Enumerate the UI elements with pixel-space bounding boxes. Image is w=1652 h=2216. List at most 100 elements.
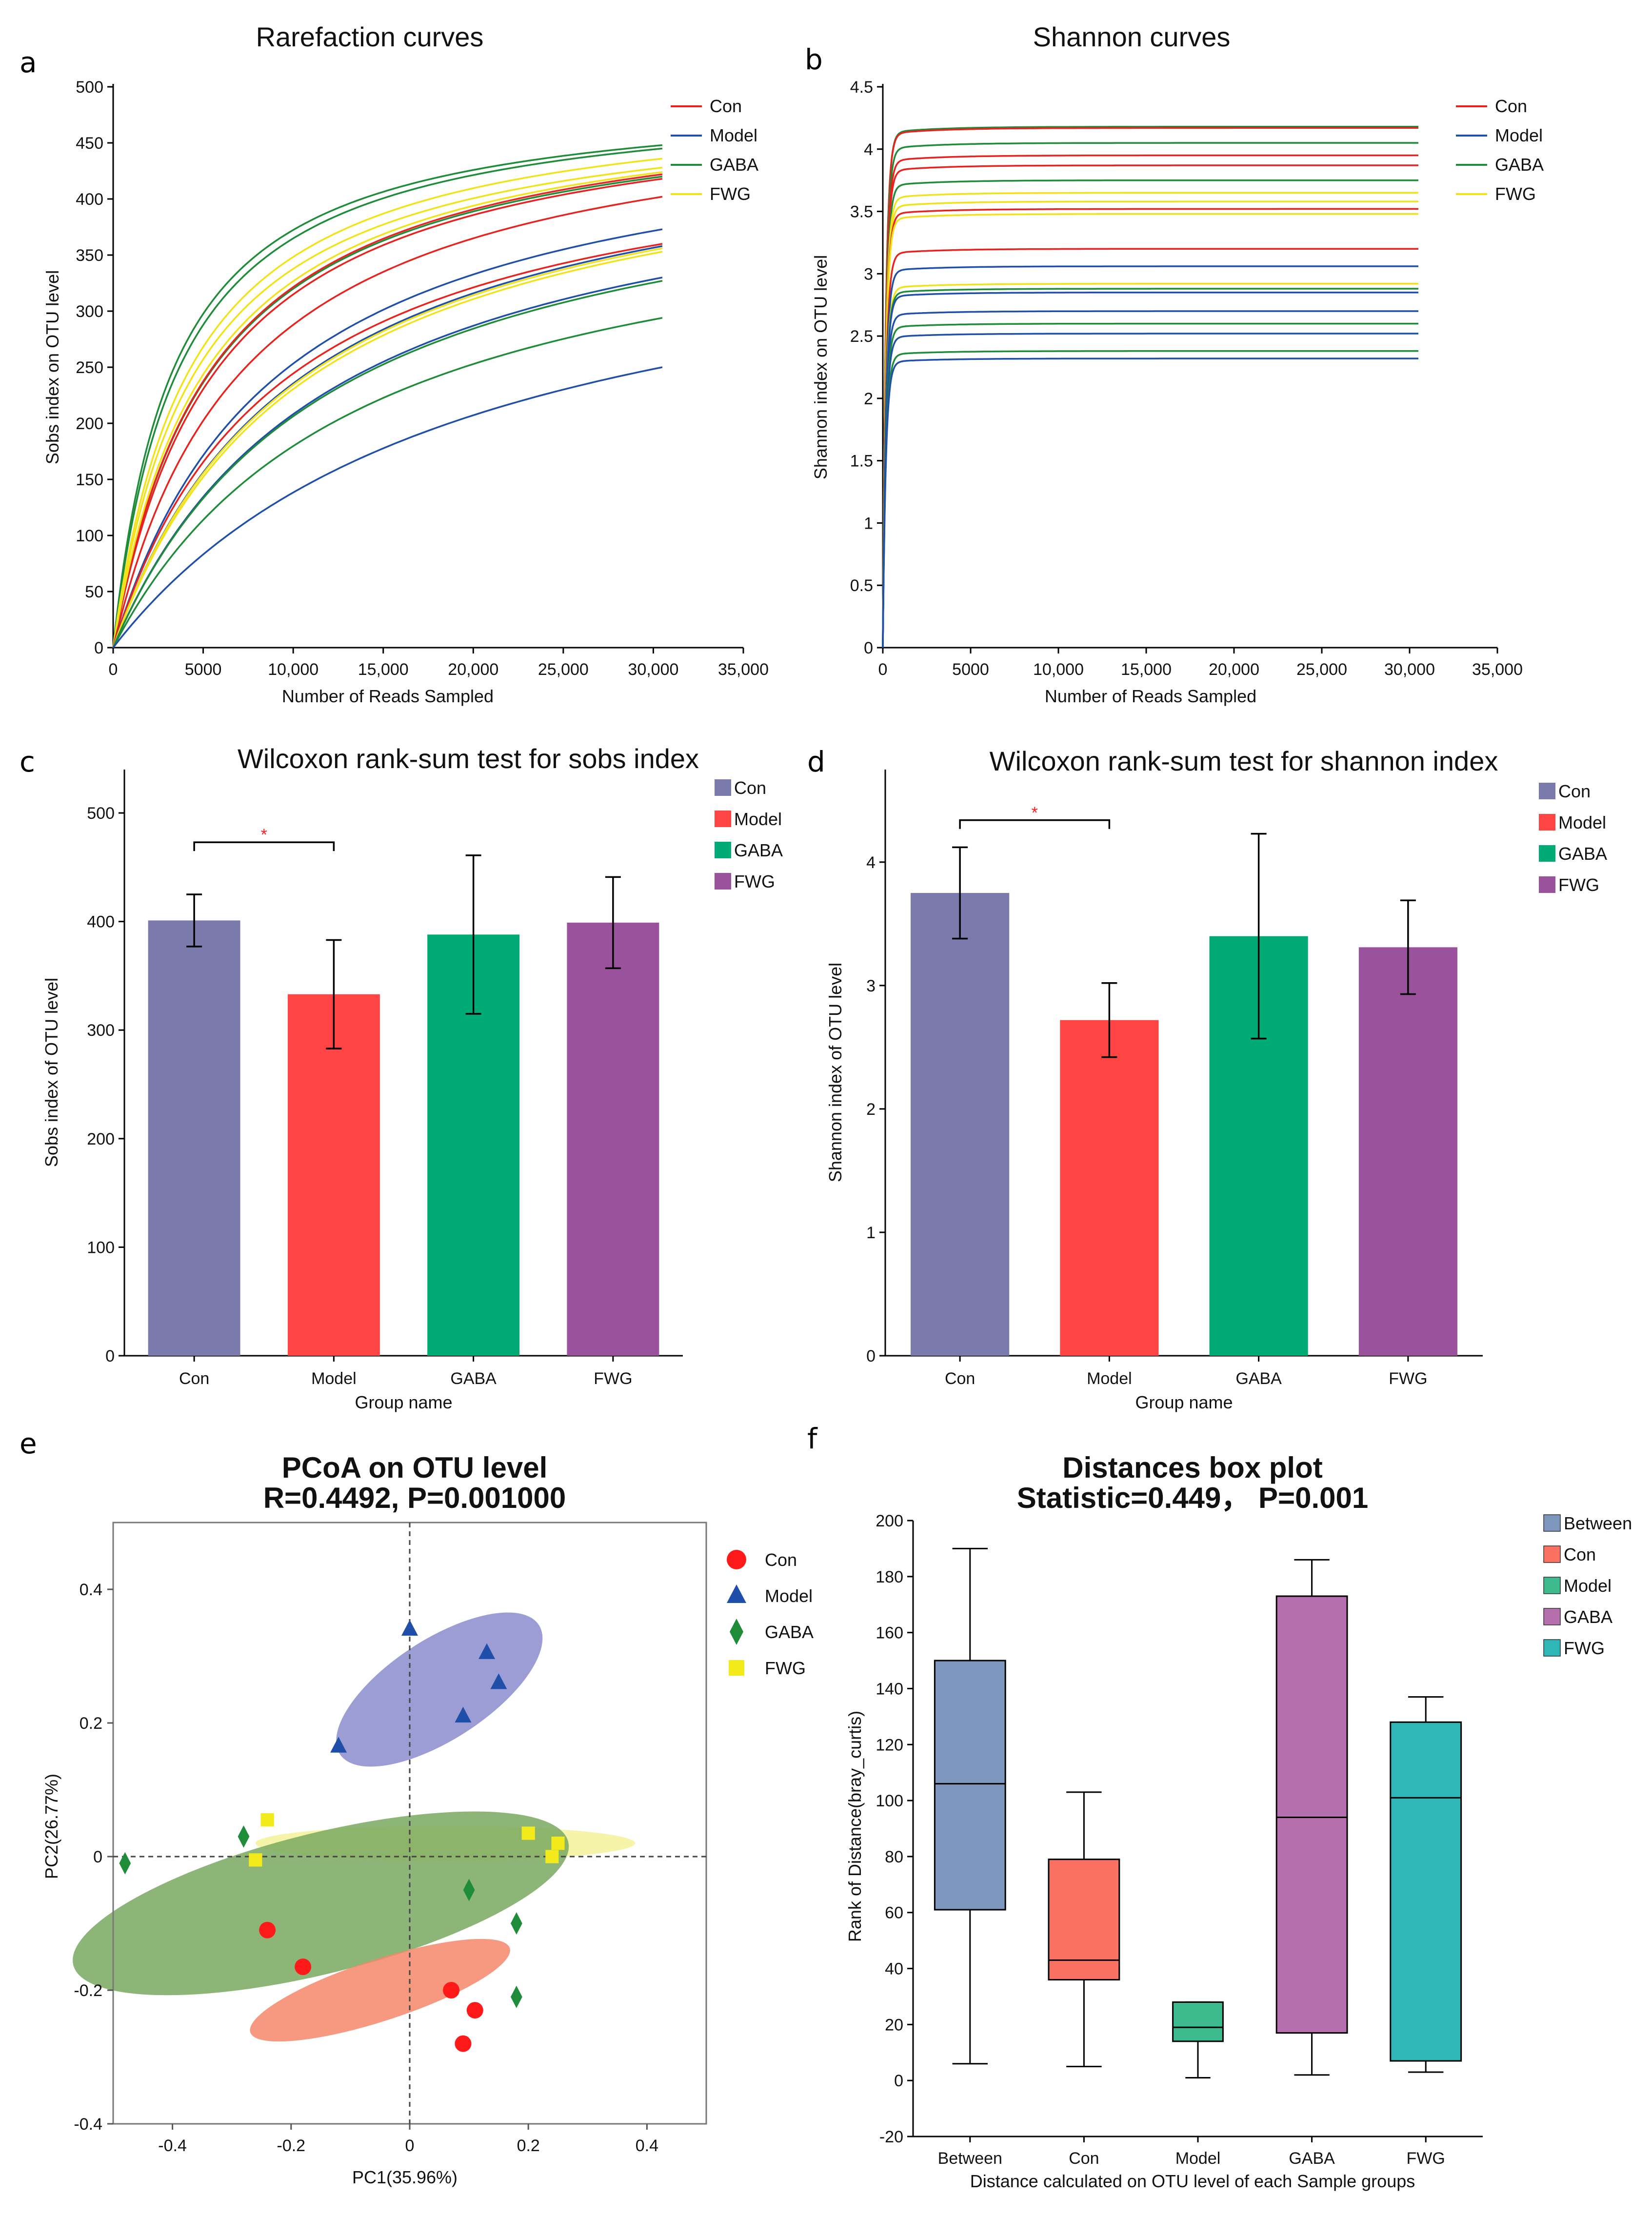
legend-label-fwg: FWG [1495, 184, 1536, 204]
y-tick-label: 1 [866, 1224, 876, 1242]
point-con [466, 2002, 483, 2019]
x-tick-label-model: Model [1087, 1369, 1132, 1388]
y-tick-label: 300 [87, 1021, 115, 1040]
x-tick-label-gaba: GABA [1289, 2149, 1335, 2168]
shannon-curve-fwg [882, 192, 1418, 648]
x-tick-label-model: Model [311, 1369, 357, 1388]
point-model [401, 1620, 418, 1636]
shannon-curve-gaba [882, 142, 1418, 648]
legend-swatch-gaba [1539, 845, 1555, 862]
panel-label-c: c [20, 745, 35, 778]
rarefaction-curve-con [112, 173, 663, 648]
legend-swatch-fwg [1539, 876, 1555, 893]
y-tick-label: 150 [76, 471, 103, 489]
legend-label-model: Model [1558, 812, 1606, 832]
y-tick-label: 80 [885, 1848, 903, 1866]
x-tick-label: 25,000 [538, 660, 589, 679]
y-tick-label: 40 [885, 1960, 903, 1979]
y-tick-label: 0 [105, 1347, 115, 1365]
significance-marker: * [261, 826, 267, 844]
legend-swatch-con [1543, 1545, 1561, 1563]
rarefaction-curve-model [112, 366, 663, 649]
x-tick-label: -0.4 [158, 2137, 187, 2155]
chart-title: Wilcoxon rank-sum test for sobs index [238, 743, 699, 774]
y-axis-label: Sobs index on OTU level [42, 270, 62, 464]
x-tick-label-con: Con [179, 1369, 209, 1388]
panel-label-b: b [805, 43, 823, 76]
shannon-curve-con [882, 208, 1418, 648]
panel-a-rarefaction-curves: Rarefaction curves 0 50 100 150 200 250 300 350 4… [42, 21, 769, 706]
y-tick-label: 3 [866, 977, 876, 995]
x-tick-label: 0 [405, 2137, 415, 2155]
panel-label-f: f [807, 1422, 818, 1455]
y-tick-label: 180 [876, 1568, 903, 1586]
legend-swatch-gaba [715, 842, 731, 858]
point-fwg [545, 1850, 559, 1863]
x-tick-label-fwg: FWG [594, 1369, 632, 1388]
y-axis-label: Rank of Distance(bray_curtis) [845, 1711, 865, 1942]
box-model [1172, 2001, 1224, 2042]
bar-model [287, 994, 380, 1356]
y-tick-label: 0 [894, 2072, 903, 2090]
x-axis-label: Number of Reads Sampled [1045, 686, 1256, 706]
legend-marker-con [727, 1550, 746, 1569]
y-axis-label: PC2(26.77%) [41, 1774, 61, 1879]
y-tick-label: 2 [864, 390, 873, 408]
x-tick-label: 0.2 [517, 2137, 540, 2155]
bar-model [1060, 1020, 1159, 1356]
rarefaction-curve-gaba [112, 176, 663, 648]
shannon-curve-fwg [882, 213, 1418, 648]
legend-swatch-fwg [1543, 1639, 1561, 1657]
point-model [455, 1706, 472, 1723]
legend-label-gaba: GABA [710, 155, 758, 175]
chart-title: Wilcoxon rank-sum test for shannon index [990, 746, 1498, 776]
panel-label-a: a [20, 46, 37, 79]
rarefaction-curve-gaba [112, 147, 663, 648]
y-tick-label: 200 [76, 415, 103, 433]
box-between [934, 1660, 1006, 1911]
legend-label-fwg: FWG [710, 184, 751, 204]
x-tick-label-between: Between [938, 2149, 1002, 2168]
panel-label-e: e [20, 1427, 37, 1460]
shannon-curve-gaba [882, 288, 1418, 648]
legend-label-con: Con [1564, 1544, 1596, 1564]
panel-d-shannon-bar-chart: Wilcoxon rank-sum test for shannon index… [825, 746, 1607, 1412]
rarefaction-curve-con [112, 178, 663, 648]
x-axis-label: Group name [355, 1392, 452, 1412]
x-tick-label: 25,000 [1296, 660, 1347, 679]
y-tick-label: 160 [876, 1624, 903, 1642]
legend-label-gaba: GABA [1495, 155, 1544, 175]
x-tick-label-gaba: GABA [450, 1369, 497, 1388]
point-model [478, 1643, 496, 1659]
legend-marker-gaba [730, 1619, 743, 1645]
rarefaction-curve-model [112, 228, 663, 648]
legend-label-model: Model [1495, 125, 1543, 145]
x-tick-label: 5000 [185, 660, 222, 679]
rarefaction-curve-fwg [112, 158, 663, 648]
legend-label-model: Model [1564, 1576, 1612, 1596]
y-tick-label: 3 [864, 265, 873, 283]
shannon-curve-fwg [882, 200, 1418, 648]
y-tick-label: 200 [87, 1130, 115, 1148]
x-tick-label: 0 [878, 660, 888, 679]
bar-con [148, 920, 240, 1356]
x-axis-label: PC1(35.96%) [352, 2167, 458, 2187]
y-tick-label: 1 [864, 514, 873, 533]
chart-title: Shannon curves [1033, 21, 1231, 52]
shannon-curve-con [882, 127, 1418, 648]
shannon-curve-gaba [882, 126, 1418, 648]
significance-marker: * [1032, 804, 1038, 822]
point-fwg [249, 1853, 262, 1867]
legend-swatch-fwg [715, 873, 731, 890]
y-tick-label: 2 [866, 1100, 876, 1119]
y-tick-label: 0.4 [80, 1581, 102, 1599]
x-tick-label: 5000 [952, 660, 989, 679]
y-tick-label: 50 [85, 583, 103, 601]
legend-label-con: Con [1558, 781, 1591, 801]
legend-swatch-con [715, 779, 731, 796]
x-tick-label: 0.4 [636, 2137, 658, 2155]
point-con [443, 1982, 460, 1998]
x-tick-label: 30,000 [628, 660, 678, 679]
legend-marker-model [727, 1584, 746, 1603]
